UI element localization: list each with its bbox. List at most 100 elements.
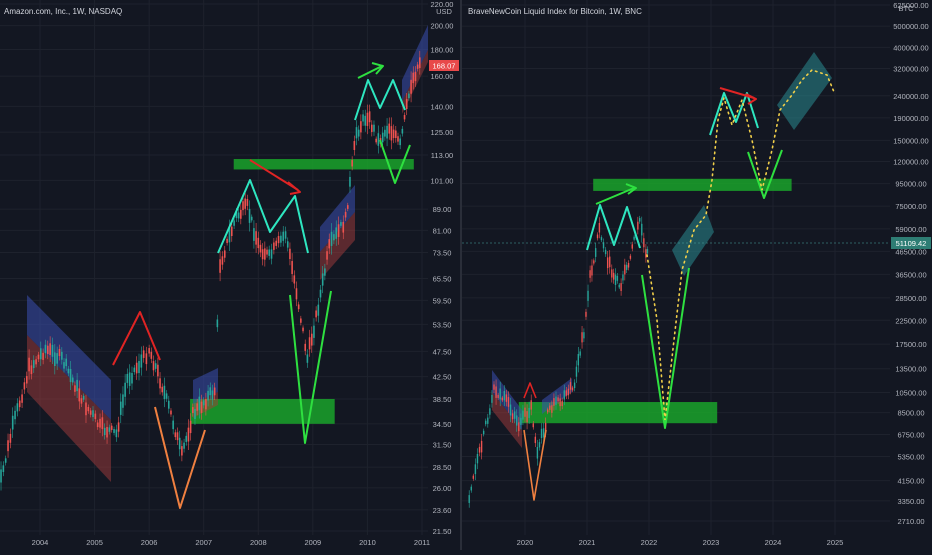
candle-body bbox=[74, 385, 76, 392]
candle-body bbox=[373, 124, 375, 132]
candle-body bbox=[39, 348, 42, 360]
price-tick-label: 180.00 bbox=[431, 45, 454, 54]
candle-body bbox=[178, 437, 181, 450]
candle-body bbox=[117, 422, 120, 432]
candle-body bbox=[246, 198, 249, 206]
green-arrowhead bbox=[625, 183, 637, 195]
candle-body bbox=[480, 440, 483, 453]
red-down-arrow bbox=[249, 159, 299, 191]
price-tick-label: 26.00 bbox=[433, 484, 452, 493]
price-tick-label: 120000.00 bbox=[893, 158, 928, 167]
candle-body bbox=[161, 386, 164, 393]
price-tick-label: 3350.00 bbox=[897, 497, 924, 506]
candle-body bbox=[606, 257, 609, 269]
amazon-chart[interactable]: 220.00 200.00 180.00 160.00 140.00 125.00 113.… bbox=[0, 0, 460, 550]
price-axis-bg bbox=[890, 0, 932, 550]
candle-body bbox=[211, 390, 214, 400]
candle-body bbox=[549, 405, 551, 410]
channel-2009-lower bbox=[320, 212, 355, 280]
candle-body bbox=[573, 382, 576, 389]
price-axis[interactable]: 625000.00 500000.00 400000.00 320000.00 2400… bbox=[893, 1, 928, 526]
price-tick-label: 23.60 bbox=[433, 506, 452, 515]
candle-body bbox=[487, 417, 489, 424]
price-tick-label: 200.00 bbox=[431, 22, 454, 31]
candle-body bbox=[145, 353, 148, 365]
candle-body bbox=[142, 350, 145, 358]
green-v-shape bbox=[641, 267, 690, 429]
time-axis[interactable]: 2004 2005 2006 2007 2008 2009 2010 2011 bbox=[32, 538, 430, 547]
bitcoin-chart-panel[interactable]: 625000.00 500000.00 400000.00 320000.00 2400… bbox=[462, 0, 932, 550]
red-arrow-shape bbox=[523, 382, 537, 399]
candle-body bbox=[518, 422, 520, 432]
candle-body bbox=[594, 248, 597, 257]
candle-body bbox=[419, 57, 421, 69]
candle-body bbox=[181, 446, 183, 456]
candle-body bbox=[577, 354, 580, 366]
candle-body bbox=[516, 415, 518, 426]
candle-body bbox=[196, 403, 198, 411]
candle-body bbox=[612, 272, 615, 280]
candle-body bbox=[295, 288, 298, 300]
candle-body bbox=[284, 231, 287, 239]
price-tick-label: 59000.00 bbox=[895, 225, 926, 234]
candle-body bbox=[259, 244, 262, 253]
candle-body bbox=[172, 420, 174, 430]
candle-body bbox=[596, 234, 599, 239]
candle-body bbox=[282, 231, 285, 241]
candle-body bbox=[353, 141, 356, 150]
time-tick-label: 2004 bbox=[32, 538, 49, 547]
candle-body bbox=[101, 417, 104, 430]
price-tick-label: 34.50 bbox=[433, 420, 452, 429]
candle-body bbox=[223, 250, 226, 258]
price-tick-label: 46500.00 bbox=[895, 247, 926, 256]
candle-body bbox=[306, 354, 309, 363]
candle-body bbox=[237, 212, 240, 219]
resistance-zone bbox=[593, 178, 792, 191]
time-tick-label: 2025 bbox=[827, 538, 844, 547]
candle-body bbox=[547, 409, 549, 413]
price-tick-label: 113.00 bbox=[431, 151, 453, 160]
bitcoin-chart[interactable]: 625000.00 500000.00 400000.00 320000.00 2400… bbox=[462, 0, 932, 550]
candle-body bbox=[557, 397, 559, 402]
candle-body bbox=[264, 248, 266, 260]
neckline-shape bbox=[354, 79, 406, 121]
candle-body bbox=[491, 394, 493, 403]
price-tick-label: 17500.00 bbox=[895, 340, 926, 349]
candle-body bbox=[87, 406, 90, 412]
candle-body bbox=[80, 398, 83, 404]
candle-body bbox=[253, 228, 255, 241]
candle-body bbox=[233, 220, 235, 226]
candle-body bbox=[399, 138, 401, 146]
candle-body bbox=[493, 384, 495, 390]
candle-body bbox=[633, 236, 635, 240]
panel-divider[interactable] bbox=[460, 0, 462, 550]
price-tick-label: 75000.00 bbox=[895, 202, 926, 211]
candle-body bbox=[157, 364, 159, 377]
grid bbox=[0, 0, 428, 535]
candle-body bbox=[69, 369, 72, 383]
amazon-chart-panel[interactable]: 220.00 200.00 180.00 160.00 140.00 125.00 113.… bbox=[0, 0, 460, 550]
price-axis[interactable]: 220.00 200.00 180.00 160.00 140.00 125.00 113.… bbox=[431, 0, 454, 536]
price-axis-bg bbox=[428, 0, 460, 550]
candle-body bbox=[470, 486, 472, 491]
candle-body bbox=[291, 261, 293, 274]
candle-body bbox=[61, 351, 63, 360]
price-tick-label: 220.00 bbox=[431, 0, 454, 9]
candles bbox=[468, 215, 649, 508]
candle-body bbox=[4, 458, 7, 463]
time-axis[interactable]: 2020 2021 2022 2023 2024 2025 bbox=[517, 538, 844, 547]
candle-body bbox=[115, 429, 118, 438]
candle-body bbox=[390, 126, 393, 141]
time-tick-label: 2005 bbox=[86, 538, 103, 547]
candle-body bbox=[497, 394, 499, 398]
candle-body bbox=[629, 255, 632, 259]
candle-body bbox=[219, 259, 221, 273]
candle-body bbox=[216, 319, 219, 328]
candle-body bbox=[138, 361, 140, 374]
candle-body bbox=[364, 115, 367, 126]
candle-body bbox=[9, 433, 12, 443]
candle-body bbox=[99, 418, 101, 428]
candle-body bbox=[51, 344, 54, 357]
candle-body bbox=[2, 465, 5, 473]
candle-body bbox=[412, 72, 415, 84]
